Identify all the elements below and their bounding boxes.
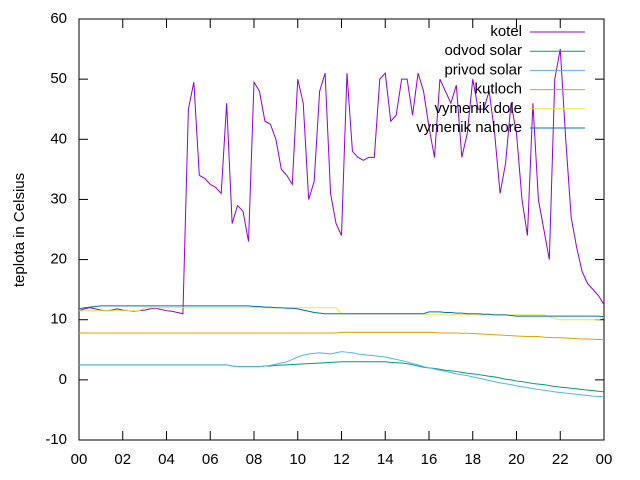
y-tick-label: 20 — [50, 251, 67, 268]
x-tick-label: 14 — [377, 451, 394, 468]
series-line — [78, 305, 605, 318]
legend-label: odvod solar — [444, 42, 522, 59]
y-tick-label: 40 — [50, 130, 67, 147]
x-tick-label: 20 — [508, 451, 525, 468]
y-tick-label: -10 — [45, 431, 67, 448]
plot-frame — [78, 18, 605, 441]
x-tick-label: 04 — [158, 451, 175, 468]
legend-label: kutloch — [474, 81, 522, 98]
y-tick-label: 30 — [50, 190, 67, 207]
legend-label: privod solar — [444, 61, 522, 78]
y-tick-label: 0 — [59, 371, 67, 388]
x-tick-label: 10 — [289, 451, 306, 468]
series-line — [79, 351, 605, 398]
series-line — [79, 331, 604, 341]
y-tick-label: 10 — [50, 311, 67, 328]
x-tick-label: 00 — [71, 451, 88, 468]
x-tick-label: 06 — [202, 451, 219, 468]
x-tick-label: 16 — [421, 451, 438, 468]
x-tick-label: 22 — [552, 451, 569, 468]
legend-label: vymenik nahore — [416, 119, 522, 136]
y-tick-label: 60 — [50, 10, 67, 27]
y-axis-label: teplota in Celsius — [11, 173, 28, 287]
y-tick-label: 50 — [50, 70, 67, 87]
x-tick-label: 12 — [333, 451, 350, 468]
series-line — [78, 48, 605, 315]
x-tick-label: 00 — [596, 451, 613, 468]
x-tick-label: 18 — [464, 451, 481, 468]
legend-label: kotel — [490, 23, 522, 40]
x-tick-label: 08 — [246, 451, 263, 468]
x-tick-label: 02 — [114, 451, 131, 468]
legend-label: vymenik dole — [434, 100, 522, 117]
